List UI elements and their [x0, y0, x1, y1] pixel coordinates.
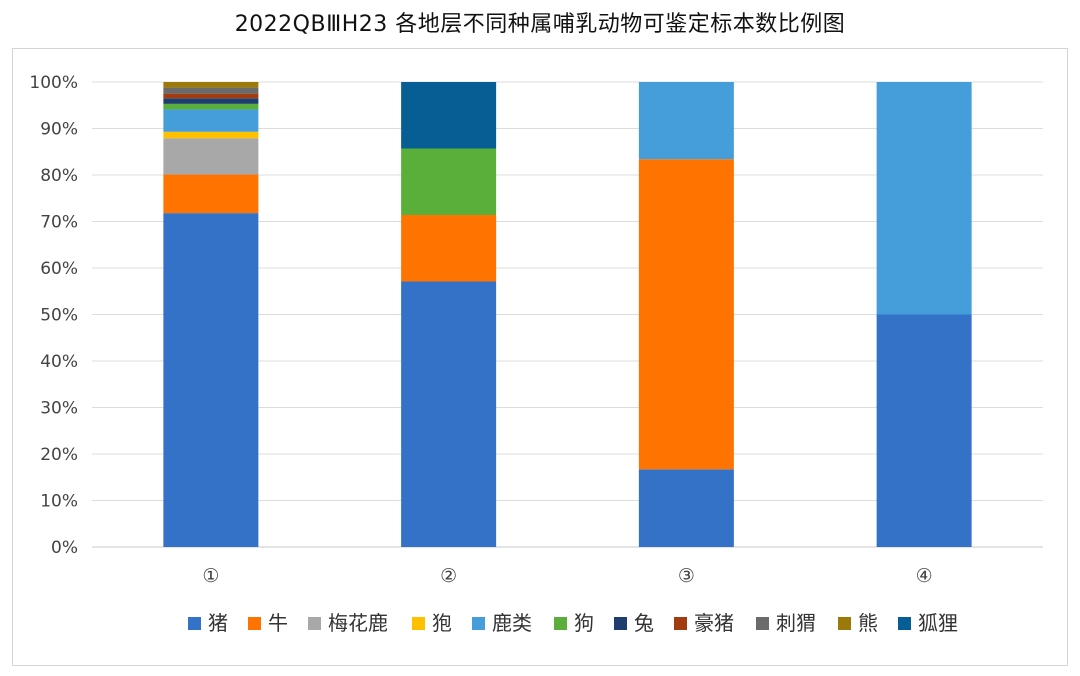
bar-segment — [638, 82, 734, 160]
legend-swatch — [614, 617, 627, 630]
legend-swatch — [412, 617, 425, 630]
legend-swatch — [308, 617, 321, 630]
bar-segment — [163, 213, 259, 547]
x-tick-label: ② — [440, 565, 457, 587]
legend-label: 狗 — [574, 611, 594, 635]
chart-title: 2022QBⅢH23 各地层不同种属哺乳动物可鉴定标本数比例图 — [234, 12, 846, 37]
x-tick-label: ④ — [916, 565, 933, 587]
bar-segment — [638, 159, 734, 470]
legend-swatch — [838, 617, 851, 630]
bar-segment — [401, 82, 497, 149]
bar-segment — [163, 93, 259, 99]
legend-swatch — [674, 617, 687, 630]
legend-swatch — [554, 617, 567, 630]
bar-segment — [163, 131, 259, 139]
x-tick-label: ③ — [678, 565, 695, 587]
bar-segment — [401, 148, 497, 215]
legend-label: 狐狸 — [918, 611, 958, 635]
y-tick-label: 20% — [40, 445, 78, 465]
bar-segment — [163, 98, 259, 104]
legend-label: 熊 — [858, 611, 878, 635]
bar-segment — [876, 314, 972, 547]
legend-label: 刺猬 — [776, 611, 816, 635]
y-tick-label: 70% — [40, 213, 78, 233]
x-tick-label: ① — [202, 565, 219, 587]
bar-segment — [163, 82, 259, 88]
y-tick-label: 30% — [40, 399, 78, 419]
y-tick-label: 50% — [40, 306, 78, 326]
legend-label: 狍 — [432, 611, 452, 635]
bar-segment — [401, 281, 497, 547]
y-tick-label: 40% — [40, 352, 78, 372]
bar-segment — [163, 109, 259, 132]
chart-frame — [12, 48, 1068, 666]
bar-segment — [163, 174, 259, 214]
bar-segment — [163, 87, 259, 94]
legend-label: 鹿类 — [492, 611, 532, 635]
y-tick-label: 80% — [40, 166, 78, 186]
bar-segment — [163, 103, 259, 110]
legend-swatch — [472, 617, 485, 630]
legend-label: 兔 — [634, 611, 654, 635]
legend-label: 梅花鹿 — [328, 611, 388, 635]
y-tick-label: 100% — [29, 73, 78, 93]
legend-swatch — [898, 617, 911, 630]
bar-segment — [163, 138, 259, 175]
legend-label: 牛 — [268, 611, 288, 635]
bar-segment — [876, 82, 972, 315]
legend-label: 猪 — [208, 611, 228, 635]
y-tick-label: 10% — [40, 492, 78, 512]
legend-swatch — [248, 617, 261, 630]
y-tick-label: 90% — [40, 120, 78, 140]
bar-segment — [401, 214, 497, 282]
y-tick-label: 0% — [51, 538, 78, 558]
legend-swatch — [756, 617, 769, 630]
legend-swatch — [188, 617, 201, 630]
legend-label: 豪猪 — [694, 611, 734, 635]
bar-segment — [638, 469, 734, 547]
y-tick-label: 60% — [40, 259, 78, 279]
